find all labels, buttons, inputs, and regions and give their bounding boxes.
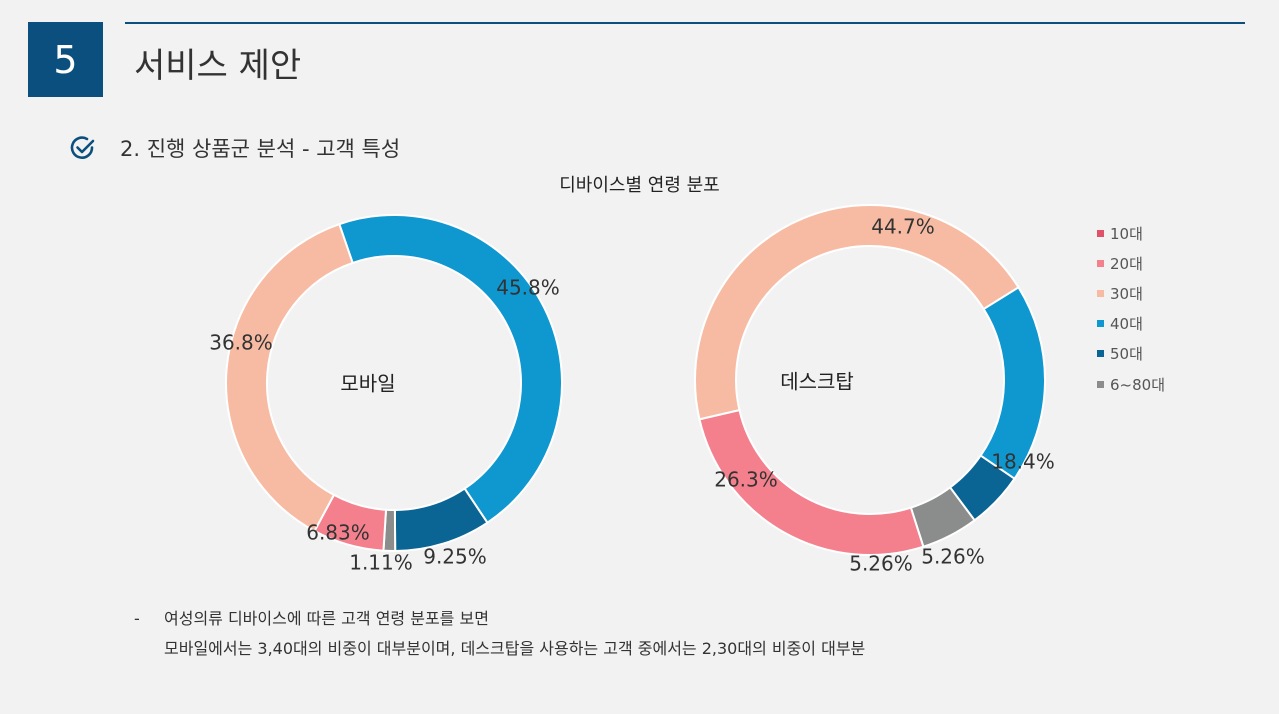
slice-percent-label: 6.83% — [306, 521, 370, 545]
section-number-badge: 5 — [28, 22, 103, 97]
legend-label: 20대 — [1110, 254, 1143, 273]
slice-percent-label: 26.3% — [714, 468, 778, 492]
donut-slice — [225, 222, 354, 533]
legend-label: 40대 — [1110, 315, 1143, 334]
note-line-2: 모바일에서는 3,40대의 비중이 대부분이며, 데스크탑을 사용하는 고객 중… — [164, 639, 866, 658]
header-divider — [125, 22, 1245, 24]
legend-item: 50대 — [1097, 339, 1165, 369]
legend-label: 50대 — [1110, 345, 1143, 364]
chart-title: 디바이스별 연령 분포 — [559, 175, 720, 196]
slice-percent-label: 1.11% — [349, 551, 413, 575]
slice-percent-label: 9.25% — [423, 545, 487, 569]
donut-slice — [698, 408, 925, 556]
donut-slice — [694, 204, 1020, 421]
donut-slice — [338, 214, 563, 525]
slice-percent-label: 36.8% — [209, 331, 273, 355]
slice-percent-label: 45.8% — [496, 276, 560, 300]
legend-item: 40대 — [1097, 309, 1165, 339]
legend-item: 6~80대 — [1097, 369, 1165, 399]
donut-desktop: 44.7% 18.4% 5.26% 5.26% 26.3% 데스크탑 — [694, 204, 1055, 576]
donut-center-label: 데스크탑 — [780, 370, 854, 394]
legend-swatch — [1097, 320, 1104, 328]
donut-center-label: 모바일 — [340, 372, 395, 396]
donut-mobile: 45.8% 9.25% 1.11% 6.83% 36.8% 모바일 — [209, 214, 563, 575]
legend-item: 30대 — [1097, 278, 1165, 308]
slice-percent-label: 44.7% — [871, 215, 935, 239]
legend-swatch — [1097, 259, 1104, 267]
section-subtitle: 2. 진행 상품군 분석 - 고객 특성 — [120, 137, 401, 161]
slice-percent-label: 18.4% — [991, 450, 1055, 474]
chart-legend: 10대 20대 30대 40대 50대 6~80대 — [1097, 218, 1165, 399]
legend-label: 6~80대 — [1110, 375, 1165, 394]
legend-swatch — [1097, 350, 1104, 358]
page-title: 서비스 제안 — [134, 46, 302, 86]
check-circle-icon — [70, 136, 95, 159]
slice-percent-label: 5.26% — [849, 552, 913, 576]
legend-label: 10대 — [1110, 224, 1143, 243]
legend-swatch — [1097, 229, 1104, 237]
legend-swatch — [1097, 289, 1104, 297]
legend-label: 30대 — [1110, 284, 1143, 303]
slice-percent-label: 5.26% — [921, 545, 985, 569]
analysis-note: - 여성의류 디바이스에 따른 고객 연령 분포를 보면 모바일에서는 3,40대… — [134, 604, 865, 664]
legend-item: 10대 — [1097, 218, 1165, 248]
legend-swatch — [1097, 380, 1104, 388]
note-line-1: - 여성의류 디바이스에 따른 고객 연령 분포를 보면 — [134, 609, 489, 628]
legend-item: 20대 — [1097, 248, 1165, 278]
